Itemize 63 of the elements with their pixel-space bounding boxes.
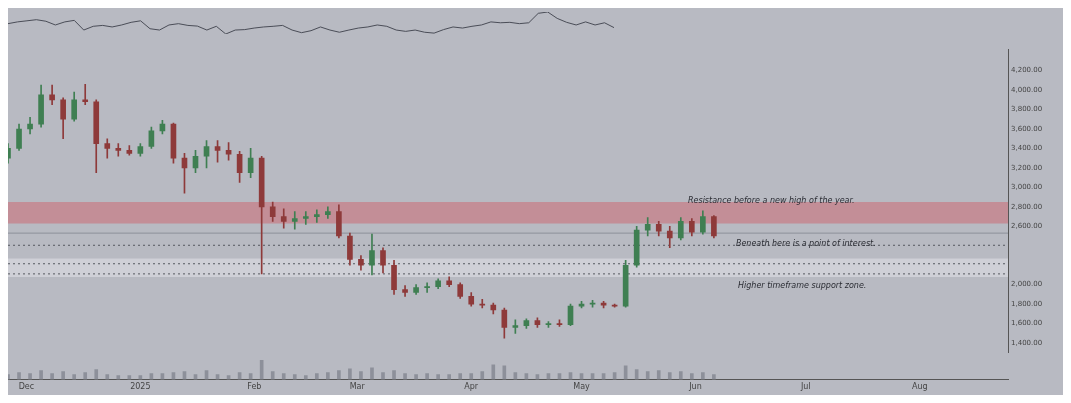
bar bbox=[116, 375, 121, 380]
x-tick-label: Jul bbox=[799, 382, 811, 392]
bar bbox=[480, 371, 485, 380]
bar bbox=[678, 371, 683, 380]
annotation: Resistance before a new high of the year. bbox=[688, 196, 855, 206]
bar bbox=[292, 374, 297, 380]
bar bbox=[712, 374, 716, 380]
x-tick-label: Jun bbox=[688, 382, 702, 392]
x-tick-label: Apr bbox=[464, 382, 479, 392]
bar bbox=[403, 373, 407, 380]
candlestick bbox=[104, 138, 111, 159]
x-tick-label: Dec bbox=[18, 382, 35, 392]
x-tick-label: Mar bbox=[349, 382, 366, 392]
bar bbox=[414, 374, 418, 380]
bar bbox=[348, 368, 352, 380]
bar bbox=[39, 370, 43, 380]
bar bbox=[270, 371, 275, 380]
bar bbox=[61, 371, 65, 380]
bar bbox=[72, 374, 77, 380]
x-tick-label: Aug bbox=[911, 382, 928, 392]
bar bbox=[303, 375, 308, 380]
bar bbox=[370, 367, 374, 380]
candlestick bbox=[291, 211, 298, 230]
candlestick bbox=[302, 211, 309, 225]
candlestick bbox=[313, 209, 320, 223]
bar bbox=[337, 370, 341, 380]
bar bbox=[326, 372, 330, 380]
bar bbox=[314, 373, 319, 380]
bar bbox=[94, 369, 99, 380]
bar bbox=[17, 372, 21, 380]
bar bbox=[701, 372, 705, 380]
bar bbox=[667, 372, 672, 380]
bar bbox=[447, 374, 452, 380]
x-tick-label: 2025 bbox=[130, 382, 151, 392]
bar bbox=[359, 371, 363, 380]
bar bbox=[105, 374, 110, 380]
candlestick bbox=[115, 143, 122, 157]
bar bbox=[491, 364, 496, 380]
bar bbox=[127, 375, 132, 380]
x-tick-label: Feb bbox=[247, 382, 262, 392]
bar bbox=[392, 370, 396, 380]
bar bbox=[634, 369, 639, 380]
annotation: Higher timeframe support zone. bbox=[738, 281, 867, 291]
candlestick bbox=[280, 208, 287, 229]
bar bbox=[469, 373, 474, 380]
bar bbox=[689, 373, 694, 380]
bar bbox=[436, 374, 440, 380]
x-tick-label: May bbox=[573, 382, 591, 392]
bar bbox=[458, 373, 463, 380]
bar bbox=[50, 373, 54, 380]
bar bbox=[259, 360, 264, 380]
bar bbox=[425, 373, 429, 380]
bar bbox=[83, 372, 88, 380]
bar bbox=[502, 365, 507, 380]
bar bbox=[656, 370, 661, 380]
candlestick bbox=[49, 84, 55, 105]
candlestick bbox=[82, 83, 89, 105]
bar bbox=[28, 373, 32, 380]
bar bbox=[381, 372, 385, 380]
bar bbox=[281, 373, 286, 380]
bar bbox=[645, 371, 650, 380]
candlestick bbox=[424, 282, 430, 293]
annotation: Beneath here is a point of interest. bbox=[735, 238, 876, 248]
